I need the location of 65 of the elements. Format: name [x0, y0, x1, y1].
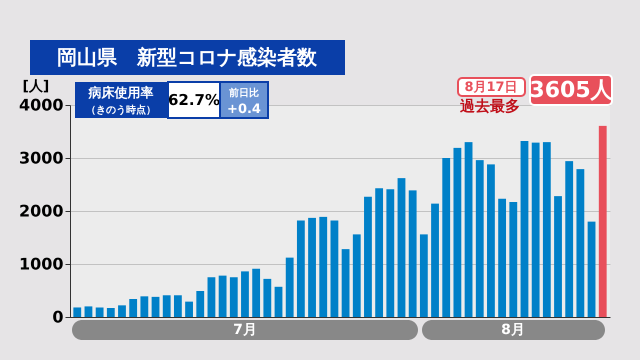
- bar: [196, 291, 204, 317]
- bar: [476, 160, 484, 317]
- bar: [106, 308, 115, 317]
- bar: [84, 306, 92, 317]
- bar: [118, 305, 126, 317]
- bar: [218, 276, 227, 317]
- bar: [274, 286, 282, 317]
- bar: [208, 277, 216, 317]
- y-tick-label: 1000: [18, 254, 64, 274]
- bar: [364, 196, 372, 317]
- bar: [252, 268, 260, 317]
- bar: [330, 220, 338, 317]
- annotation: （きのう時点）: [86, 104, 156, 116]
- bar: [140, 296, 148, 317]
- bar: [420, 234, 428, 317]
- bar: [576, 169, 584, 317]
- bar: [308, 218, 316, 317]
- bar: [398, 178, 406, 317]
- y-tick-label: 3000: [18, 148, 64, 168]
- bar: [152, 296, 160, 317]
- annotation: 過去最多: [459, 97, 520, 115]
- bar: [286, 258, 294, 317]
- bar: [542, 142, 551, 317]
- y-axis-title: [人]: [22, 78, 50, 94]
- bar: [375, 188, 384, 317]
- bar: [408, 190, 417, 317]
- bar: [319, 216, 328, 317]
- bar: [487, 164, 495, 317]
- bar: [230, 277, 238, 317]
- bar: [509, 202, 518, 317]
- y-tick-label: 4000: [18, 96, 64, 114]
- text: 3605人: [529, 78, 614, 103]
- bar: [174, 295, 182, 317]
- bar: [565, 161, 574, 317]
- text: 7月: [233, 322, 257, 338]
- bar: [342, 249, 350, 317]
- text: 8月17日: [464, 80, 518, 95]
- bar: [588, 222, 596, 317]
- bar: [520, 141, 528, 317]
- text: 病床使用率: [88, 85, 154, 101]
- annotation: 62.7%: [168, 91, 220, 109]
- bar: [442, 158, 450, 317]
- y-tick-label: 2000: [18, 202, 64, 220]
- bar: [263, 278, 272, 317]
- y-tick-label: 0: [52, 308, 64, 326]
- bar: [598, 126, 607, 317]
- bar: [162, 295, 171, 317]
- bar: [498, 198, 506, 317]
- bar: [296, 220, 305, 317]
- text: 前日比: [228, 87, 259, 99]
- bar: [185, 302, 193, 317]
- bar: [532, 142, 540, 317]
- bar: [73, 307, 82, 317]
- bar: [352, 234, 361, 317]
- chart-title: 岡山県 新型コロナ感染者数: [57, 45, 318, 69]
- bar: [386, 189, 394, 317]
- bar: [464, 142, 472, 317]
- bar: [554, 196, 562, 317]
- annotation: +0.4: [227, 102, 261, 117]
- bar: [453, 148, 462, 317]
- text: 8月: [501, 322, 525, 338]
- bar: [96, 307, 104, 317]
- bar: [129, 298, 138, 317]
- bar: [431, 204, 439, 317]
- bar: [241, 271, 249, 317]
